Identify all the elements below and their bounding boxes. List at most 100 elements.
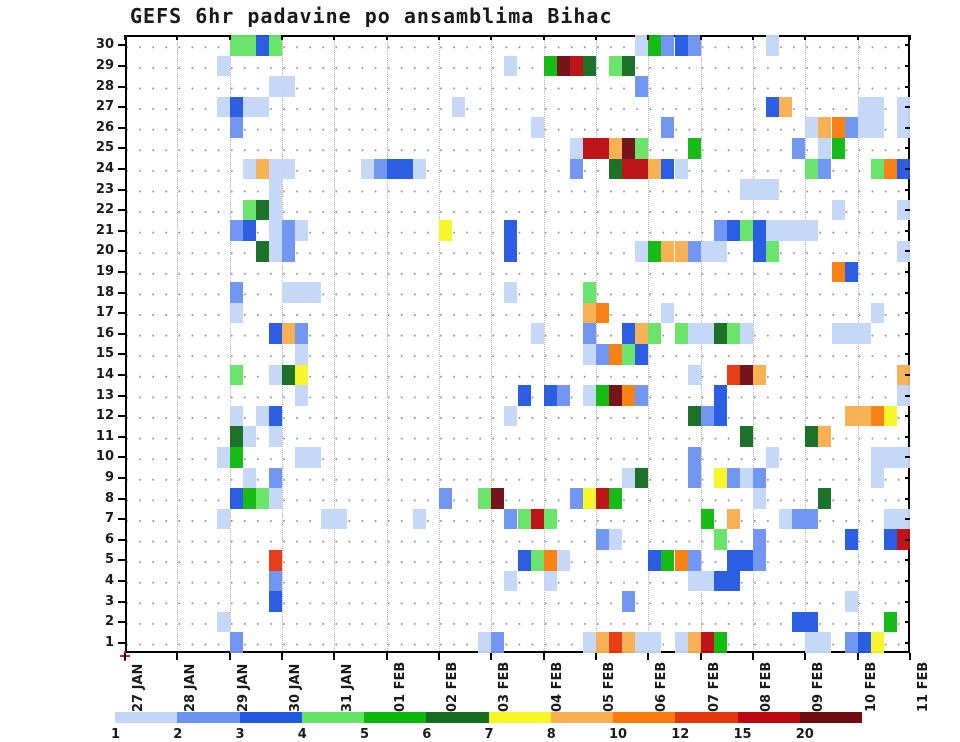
heatmap-cell xyxy=(242,199,256,221)
day-gridline xyxy=(282,37,283,651)
y-tick-right xyxy=(905,641,910,644)
day-gridline xyxy=(857,37,859,651)
y-tick xyxy=(118,270,125,273)
colorbar-segment xyxy=(799,712,862,723)
colorbar-label: 10 xyxy=(609,727,628,742)
y-axis-label: 13 xyxy=(95,387,114,403)
heatmap-cell xyxy=(268,591,282,612)
x-tick-top xyxy=(124,35,126,40)
heatmap-cell xyxy=(216,447,230,468)
x-axis-label: 02 FEB xyxy=(445,661,460,712)
heatmap-cell xyxy=(818,632,832,653)
heatmap-cell xyxy=(268,550,282,571)
heatmap-cell xyxy=(596,344,610,365)
heatmap-cell xyxy=(556,550,570,571)
y-axis-label: 26 xyxy=(95,119,114,135)
heatmap-cell xyxy=(242,158,256,180)
heatmap-cell xyxy=(870,405,884,427)
heatmap-cell xyxy=(582,55,596,77)
colorbar-label: 12 xyxy=(671,727,690,742)
heatmap-cell xyxy=(622,385,636,406)
heatmap-cell xyxy=(726,220,740,241)
y-axis-label: 2 xyxy=(104,614,114,630)
x-tick-top xyxy=(647,35,650,40)
heatmap-cell xyxy=(844,591,858,612)
plot-area xyxy=(125,35,910,653)
heatmap-cell xyxy=(857,117,871,138)
heatmap-cell xyxy=(713,632,727,653)
heatmap-cell xyxy=(216,96,230,118)
day-gridline xyxy=(543,37,545,651)
heatmap-cell xyxy=(870,158,884,180)
y-tick xyxy=(118,229,125,232)
x-axis-label: 08 FEB xyxy=(759,661,774,712)
heatmap-cell xyxy=(216,508,230,530)
y-tick xyxy=(118,415,125,418)
x-tick-top xyxy=(333,35,336,40)
y-tick xyxy=(118,559,125,562)
x-tick xyxy=(333,653,336,660)
heatmap-cell xyxy=(268,426,282,447)
y-tick-right xyxy=(905,312,910,315)
heatmap-cell xyxy=(504,220,518,241)
heatmap-cell xyxy=(229,302,243,324)
heatmap-cell xyxy=(648,35,662,56)
heatmap-cell xyxy=(753,220,767,241)
x-tick xyxy=(281,653,283,660)
y-tick xyxy=(118,641,125,644)
heatmap-cell xyxy=(622,323,636,344)
heatmap-cell xyxy=(766,35,780,56)
x-tick xyxy=(385,653,388,660)
heatmap-cell xyxy=(739,179,753,200)
heatmap-cell xyxy=(242,220,256,241)
y-tick-right xyxy=(905,44,910,47)
y-tick-right xyxy=(905,394,910,397)
heatmap-cell xyxy=(805,220,819,241)
heatmap-cell xyxy=(687,447,701,468)
heatmap-cell xyxy=(674,632,688,653)
colorbar-segment xyxy=(426,712,489,723)
x-tick xyxy=(124,653,126,660)
heatmap-cell xyxy=(753,550,767,571)
x-tick xyxy=(542,653,545,660)
y-axis-label: 15 xyxy=(95,346,114,362)
day-gridline xyxy=(229,37,231,651)
heatmap-cell xyxy=(805,158,819,180)
heatmap-cell xyxy=(439,488,453,509)
heatmap-cell xyxy=(255,35,269,56)
y-tick xyxy=(118,621,125,624)
heatmap-cell xyxy=(792,138,806,159)
heatmap-cell xyxy=(255,199,269,221)
x-tick xyxy=(228,653,231,660)
heatmap-cell xyxy=(844,405,858,427)
y-axis-label: 17 xyxy=(95,305,114,321)
heatmap-cell xyxy=(268,241,282,262)
heatmap-cell xyxy=(753,488,767,509)
x-tick-top xyxy=(804,35,807,40)
heatmap-cell xyxy=(713,385,727,406)
heatmap-cell xyxy=(530,550,544,571)
heatmap-cell xyxy=(543,550,557,571)
y-tick-right xyxy=(905,188,910,191)
colorbar-label: 3 xyxy=(235,727,245,742)
heatmap-cell xyxy=(648,241,662,262)
colorbar-label: 6 xyxy=(422,727,432,742)
y-axis-label: 14 xyxy=(95,366,114,382)
heatmap-cell xyxy=(609,55,623,77)
heatmap-cell xyxy=(504,55,518,77)
y-tick xyxy=(118,209,125,212)
y-axis-label: 24 xyxy=(95,160,114,176)
heatmap-cell xyxy=(805,117,819,138)
heatmap-cell xyxy=(268,323,282,344)
heatmap-cell xyxy=(713,467,727,489)
y-tick xyxy=(118,85,125,88)
heatmap-cell xyxy=(556,385,570,406)
heatmap-cell xyxy=(844,323,858,344)
x-tick-top xyxy=(699,35,702,40)
x-tick xyxy=(699,653,702,660)
heatmap-cell xyxy=(282,282,296,303)
heatmap-cell xyxy=(739,426,753,447)
heatmap-cell xyxy=(635,241,649,262)
heatmap-cell xyxy=(635,76,649,97)
heatmap-cell xyxy=(779,96,793,118)
